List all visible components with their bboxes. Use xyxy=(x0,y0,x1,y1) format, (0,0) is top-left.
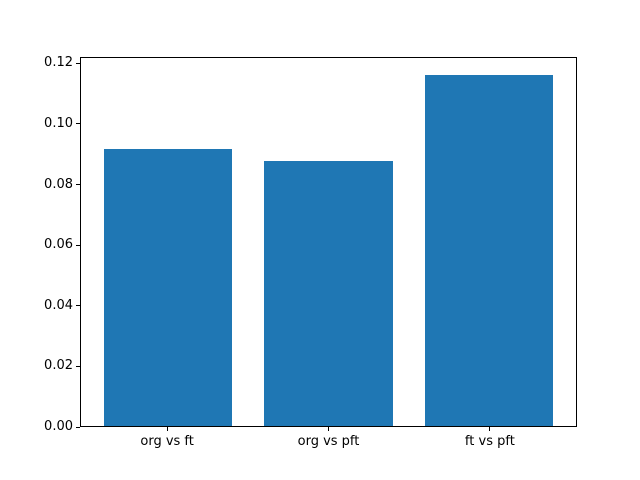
x-tick-label-org-vs-ft: org vs ft xyxy=(140,434,194,449)
plot-area xyxy=(80,57,577,427)
y-tick-label: 0.10 xyxy=(44,115,73,131)
x-tick-label-ft-vs-pft: ft vs pft xyxy=(464,434,515,449)
y-tick-label: 0.02 xyxy=(44,358,73,374)
y-tick-mark xyxy=(76,184,80,186)
y-tick-mark xyxy=(76,426,80,428)
x-tick-label-org-vs-pft: org vs pft xyxy=(297,434,360,449)
y-tick-label: 0.00 xyxy=(44,419,73,434)
bar-ft-vs-pft xyxy=(424,75,554,426)
y-tick-label: 0.08 xyxy=(44,176,73,192)
x-tick-mark xyxy=(166,427,168,431)
y-tick-mark xyxy=(76,62,80,64)
y-tick-mark xyxy=(76,123,80,125)
x-tick-mark xyxy=(489,427,491,431)
y-tick-mark xyxy=(76,365,80,367)
bar-org-vs-pft xyxy=(264,161,393,426)
y-tick-label: 0.06 xyxy=(44,237,73,253)
y-tick-mark xyxy=(76,244,80,246)
x-tick-mark xyxy=(328,427,329,431)
bar-org-vs-ft xyxy=(103,149,233,426)
y-tick-label: 0.04 xyxy=(44,297,73,313)
y-tick-mark xyxy=(76,305,80,307)
y-tick-label: 0.12 xyxy=(44,55,73,71)
